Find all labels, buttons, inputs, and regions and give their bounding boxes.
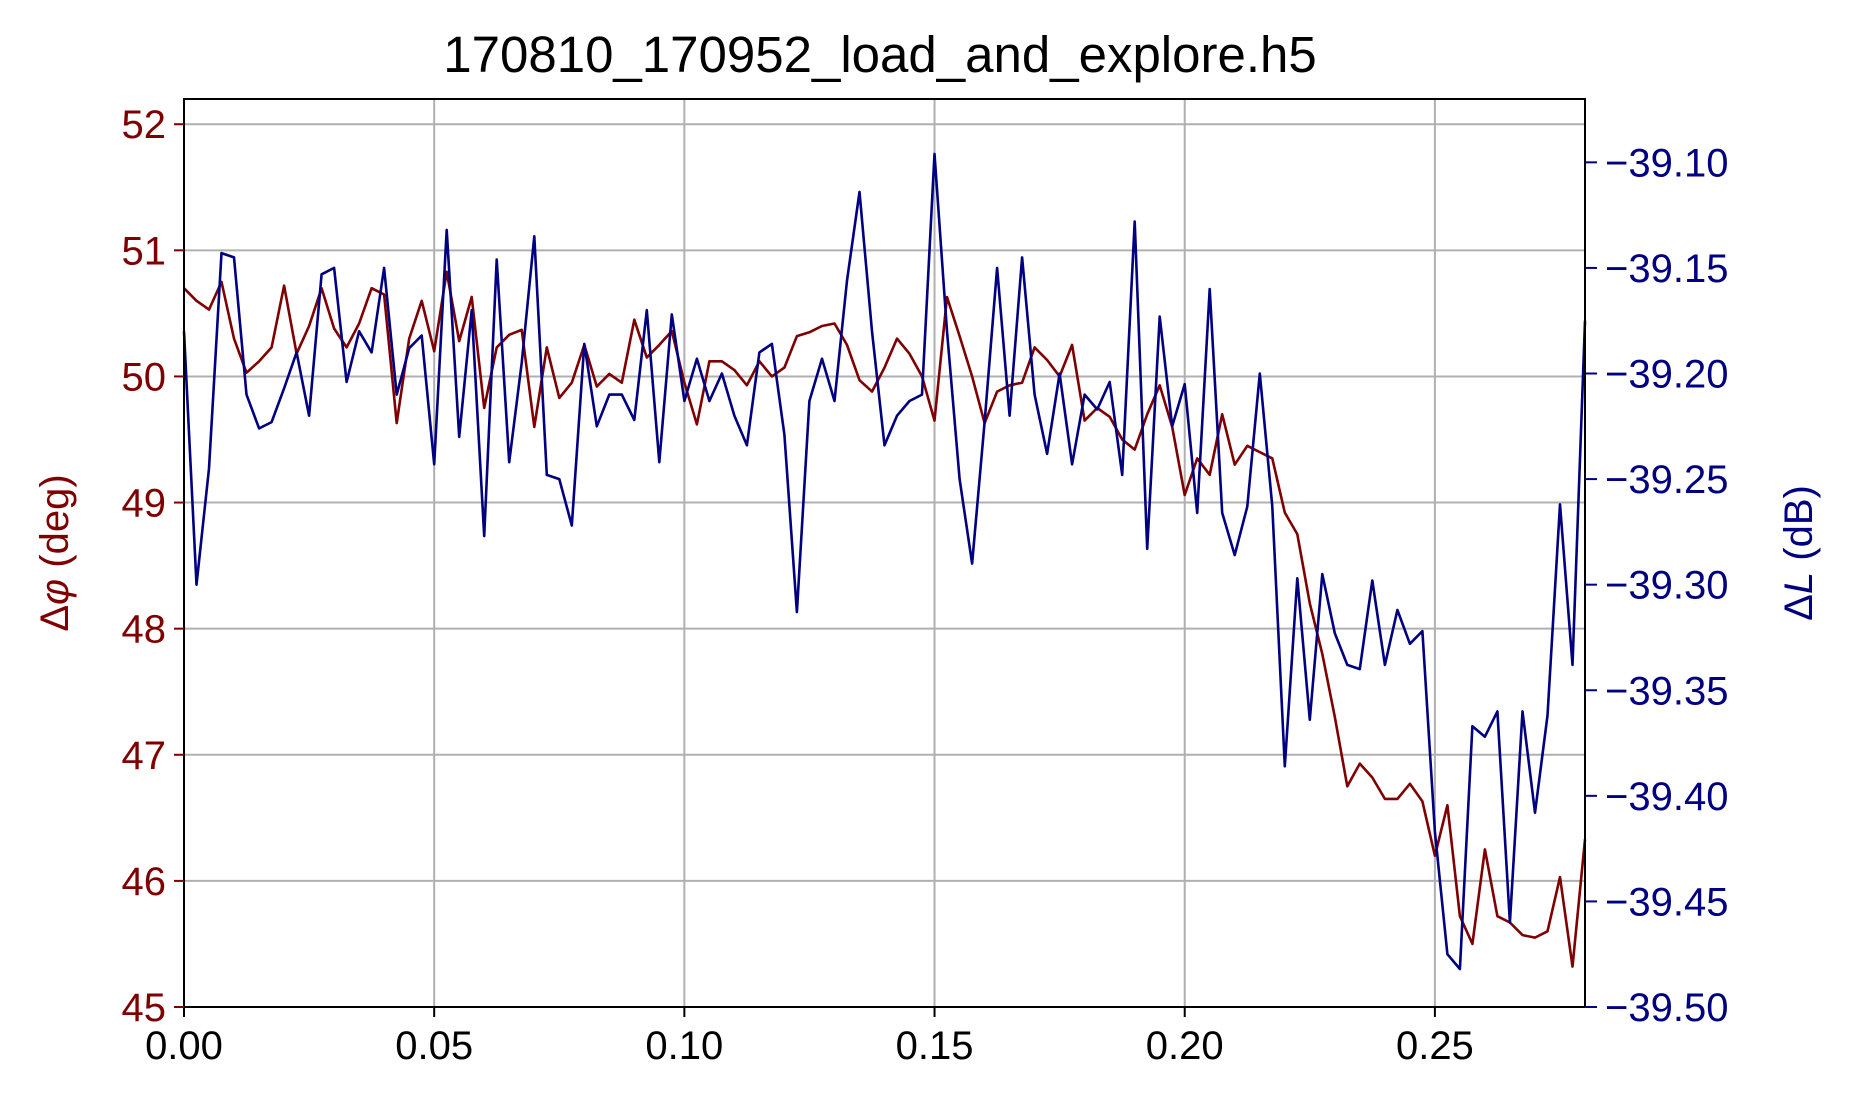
- left-tick-label: 46: [122, 860, 167, 904]
- chart-title: 170810_170952_load_and_explore.h5: [443, 26, 1317, 83]
- right-tick-label: −39.15: [1605, 247, 1728, 291]
- series-loss-layer: [182, 152, 1587, 971]
- left-tick-label: 48: [122, 608, 167, 652]
- grid-lines: [183, 99, 1585, 1008]
- right-tick-label: −39.40: [1605, 775, 1728, 819]
- left-tick-label: 52: [122, 103, 167, 147]
- x-axis: 0.00 0.05 0.10 0.15 0.20 0.25: [145, 1007, 1474, 1068]
- phase-series-line: [183, 270, 1587, 968]
- x-tick-label: 0.20: [1146, 1024, 1224, 1068]
- left-tick-label: 45: [122, 986, 167, 1030]
- x-tick-label: 0.05: [395, 1024, 473, 1068]
- left-y-axis: 45 46 47 48 49 50 51 52: [122, 103, 184, 1030]
- left-axis-label: Δφ (deg): [33, 474, 77, 631]
- x-tick-label: 0.00: [145, 1024, 223, 1068]
- right-tick-label: −39.20: [1605, 353, 1728, 397]
- left-tick-label: 49: [122, 482, 167, 526]
- x-tick-label: 0.10: [645, 1024, 723, 1068]
- x-tick-label: 0.25: [1396, 1024, 1474, 1068]
- right-axis-label: ΔL (dB): [1777, 485, 1821, 621]
- left-tick-label: 47: [122, 734, 167, 778]
- right-tick-label: −39.10: [1605, 141, 1728, 185]
- left-tick-label: 51: [122, 229, 167, 273]
- loss-series-line: [182, 152, 1587, 971]
- left-tick-label: 50: [122, 355, 167, 399]
- right-y-axis: −39.50 −39.45 −39.40 −39.35 −39.30 −39.25 −39.…: [1585, 141, 1728, 1030]
- series-phase-layer: [183, 270, 1587, 968]
- right-tick-label: −39.50: [1605, 986, 1728, 1030]
- right-tick-label: −39.45: [1605, 880, 1728, 924]
- plot-frame: [183, 98, 1586, 1008]
- right-tick-label: −39.30: [1605, 564, 1728, 608]
- right-tick-label: −39.25: [1605, 458, 1728, 502]
- x-tick-label: 0.15: [896, 1024, 974, 1068]
- right-tick-label: −39.35: [1605, 669, 1728, 713]
